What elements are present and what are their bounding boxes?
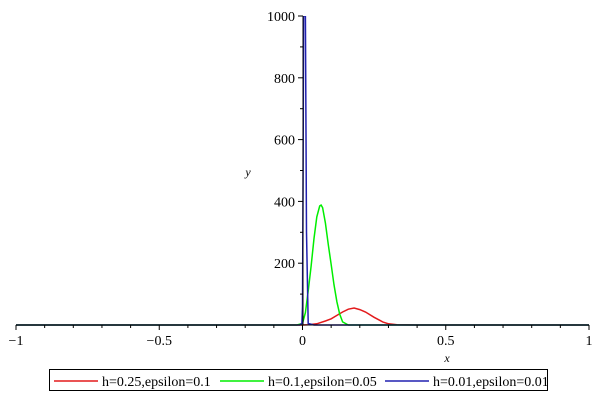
y-tick-label: 400	[274, 195, 295, 210]
series-line-3	[16, 16, 589, 326]
series-line-2	[16, 204, 589, 326]
legend-label-1: h=0.25,epsilon=0.1	[102, 375, 211, 390]
x-tick-label: −1	[9, 334, 24, 349]
x-tick-label: 1	[586, 334, 593, 349]
legend-label-2: h=0.1,epsilon=0.05	[268, 375, 377, 390]
y-tick-label: 1000	[267, 10, 295, 25]
y-axis-label: y	[244, 165, 251, 179]
x-tick-label: −0.5	[147, 334, 172, 349]
legend: h=0.25,epsilon=0.1 h=0.1,epsilon=0.05 h=0.…	[49, 369, 549, 391]
x-tick-label: 0.5	[437, 334, 455, 349]
y-tick-label: 200	[274, 257, 295, 272]
y-tick-label: 800	[274, 72, 295, 87]
axes: −1 −0.5 0 0.5 1 200 400 600 800 1000	[9, 10, 593, 349]
x-axis-label: x	[443, 351, 450, 365]
legend-label-3: h=0.01,epsilon=0.01	[433, 375, 549, 390]
x-tick-label: 0	[299, 334, 306, 349]
y-tick-label: 600	[274, 134, 295, 149]
